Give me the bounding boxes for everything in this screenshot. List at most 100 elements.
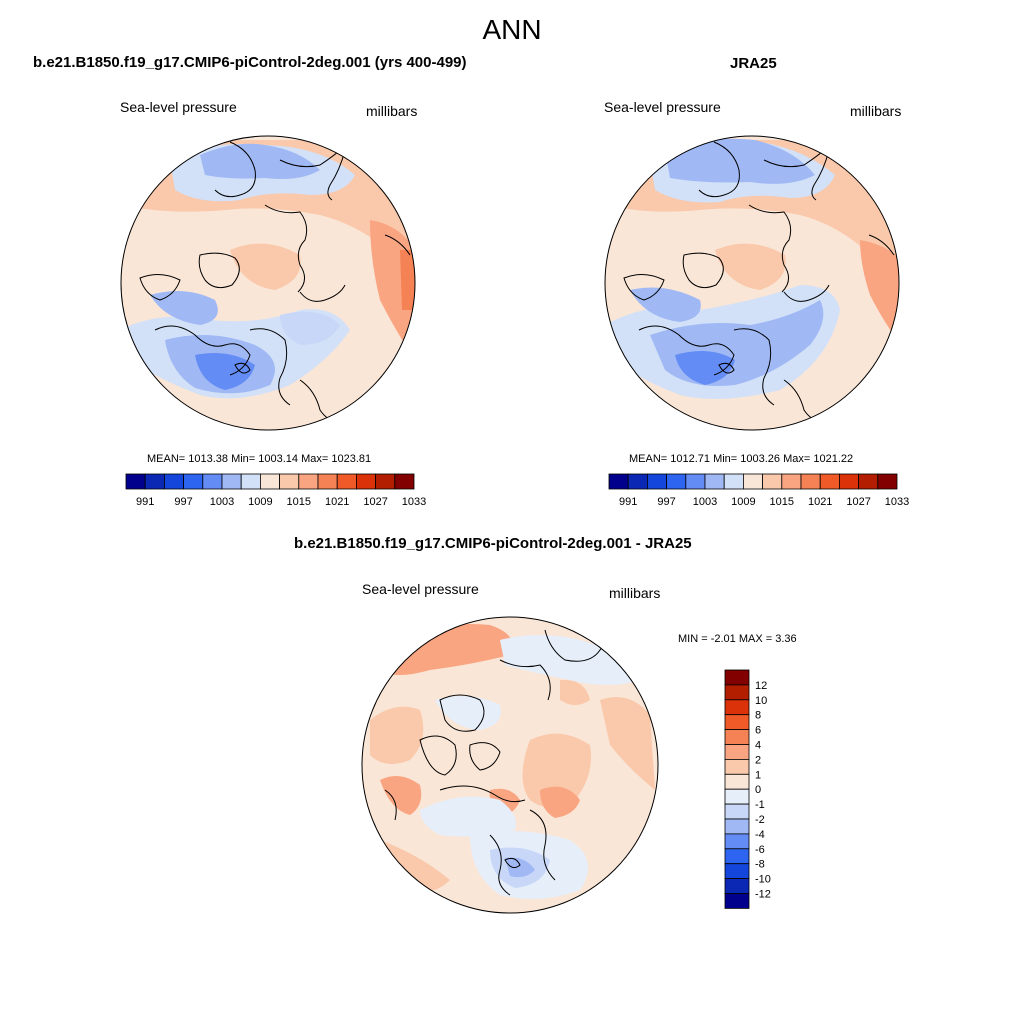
colorbar-diff-tick-label: -8 — [755, 859, 765, 871]
colorbar-diff-tick-label: -4 — [755, 829, 765, 841]
colorbar-diff-swatch — [724, 773, 750, 790]
colorbar-diff-tick-label: 8 — [755, 710, 761, 722]
colorbar-diff-swatch — [724, 744, 750, 760]
colorbar-obs-swatch — [685, 473, 706, 490]
colorbar-diff-swatch — [724, 729, 750, 745]
colorbar-obs-swatch — [781, 473, 802, 490]
colorbar-diff-swatch — [724, 803, 750, 820]
colorbar-model: 991 997 1003 1009 1015 1021 1027 1033 — [125, 473, 426, 508]
panel-obs-units-label: millibars — [850, 103, 902, 119]
colorbar-obs-swatch — [858, 473, 879, 490]
colorbar-diff-swatch — [724, 669, 750, 686]
colorbar-model-swatch — [375, 473, 396, 490]
colorbar-model-swatch — [240, 473, 261, 490]
map-diff-coastlines — [384, 624, 649, 896]
colorbar-model-tick-label: 1003 — [210, 496, 234, 508]
map-model-coastlines — [139, 141, 411, 422]
figure-title: ANN — [482, 14, 542, 45]
map-obs-fill — [605, 136, 899, 430]
map-model-boundary — [120, 135, 416, 431]
colorbar-diff-swatch — [724, 818, 750, 835]
colorbar-model-swatch — [259, 473, 280, 490]
colorbar-obs-swatch — [819, 473, 840, 490]
colorbar-obs-swatch — [647, 473, 668, 490]
colorbar-model-tick-label: 1033 — [402, 496, 426, 508]
map-model — [120, 135, 416, 431]
colorbar-diff-swatch — [724, 699, 750, 716]
colorbar-diff-swatch — [724, 759, 750, 775]
colorbar-diff-swatch — [724, 684, 750, 701]
colorbar-diff-tick-label: 0 — [755, 784, 761, 796]
colorbar-diff-tick-label: 10 — [755, 695, 767, 707]
colorbar-diff-tick-label: 2 — [755, 754, 761, 766]
colorbar-obs-tick-label: 1009 — [731, 496, 755, 508]
panel-model-units-label: millibars — [366, 103, 418, 119]
colorbar-diff-tick-label: -2 — [755, 814, 765, 826]
colorbar-diff-tick-label: 12 — [755, 680, 767, 692]
colorbar-model-swatch — [163, 473, 184, 490]
panel-diff-stats: MIN = -2.01 MAX = 3.36 — [678, 633, 797, 645]
colorbar-model-swatch — [183, 473, 204, 490]
panel-model-title: b.e21.B1850.f19_g17.CMIP6-piControl-2deg… — [33, 54, 467, 71]
colorbar-model-swatch — [298, 473, 319, 490]
colorbar-model-swatch — [394, 473, 415, 490]
map-model-fill — [121, 136, 415, 430]
colorbar-model-swatch — [317, 473, 338, 490]
colorbar-obs-swatch — [762, 473, 783, 490]
colorbar-diff-swatch — [724, 848, 750, 865]
panel-diff-title: b.e21.B1850.f19_g17.CMIP6-piControl-2deg… — [294, 535, 692, 552]
map-diff-fill — [362, 617, 658, 913]
colorbar-diff-tick-label: -12 — [755, 889, 771, 901]
panel-model-stats: MEAN= 1013.38 Min= 1003.14 Max= 1023.81 — [147, 453, 372, 465]
colorbar-obs-swatch — [743, 473, 764, 490]
colorbar-diff-swatch — [724, 788, 750, 805]
colorbar-obs-swatch — [877, 473, 898, 490]
panel-obs-stats: MEAN= 1012.71 Min= 1003.26 Max= 1021.22 — [629, 453, 854, 465]
colorbar-diff-swatch — [724, 893, 750, 909]
panel-obs-title: JRA25 — [730, 55, 777, 72]
colorbar-model-tick-label: 1021 — [325, 496, 349, 508]
colorbar-diff-tick-label: 4 — [755, 740, 761, 752]
map-diff-boundary — [361, 616, 659, 914]
colorbar-obs-swatch — [704, 473, 725, 490]
colorbar-obs-tick-label: 1021 — [808, 496, 832, 508]
colorbar-diff-tick-label: 1 — [755, 769, 761, 781]
colorbar-obs-tick-label: 1003 — [693, 496, 717, 508]
colorbar-model-swatch — [202, 473, 223, 490]
colorbar-diff-tick-label: -10 — [755, 874, 771, 886]
panel-diff-units-label: millibars — [609, 585, 661, 601]
colorbar-model-tick-label: 1027 — [363, 496, 387, 508]
colorbar-obs: 991 997 1003 1009 1015 1021 1027 1033 — [608, 473, 909, 508]
colorbar-model-tick-label: 1015 — [287, 496, 311, 508]
colorbar-obs-tick-label: 991 — [619, 496, 637, 508]
colorbar-obs-swatch — [666, 473, 687, 490]
colorbar-model-swatch — [279, 473, 300, 490]
colorbar-model-tick-label: 997 — [174, 496, 192, 508]
colorbar-diff-swatch — [724, 714, 750, 731]
colorbar-model-swatch — [336, 473, 357, 490]
colorbar-obs-swatch — [723, 473, 744, 490]
panel-obs-variable-label: Sea-level pressure — [604, 99, 721, 115]
colorbar-obs-swatch — [800, 473, 821, 490]
colorbar-model-swatch — [355, 473, 376, 490]
colorbar-obs-swatch — [608, 473, 629, 490]
colorbar-diff-tick-label: -1 — [755, 799, 765, 811]
map-obs-boundary — [604, 135, 900, 431]
colorbar-obs-tick-label: 1033 — [885, 496, 909, 508]
colorbar-model-tick-label: 991 — [136, 496, 154, 508]
map-obs — [604, 135, 900, 431]
map-diff — [361, 616, 659, 914]
colorbar-obs-swatch — [627, 473, 648, 490]
colorbar-model-swatch — [144, 473, 165, 490]
colorbar-diff-tick-label: 6 — [755, 725, 761, 737]
panel-diff-variable-label: Sea-level pressure — [362, 581, 479, 597]
colorbar-model-tick-label: 1009 — [248, 496, 272, 508]
panel-model-variable-label: Sea-level pressure — [120, 99, 237, 115]
colorbar-model-swatch — [221, 473, 242, 490]
colorbar-obs-tick-label: 1027 — [846, 496, 870, 508]
colorbar-obs-swatch — [839, 473, 860, 490]
colorbar-diff-swatch — [724, 833, 750, 850]
colorbar-diff-tick-label: -6 — [755, 844, 765, 856]
